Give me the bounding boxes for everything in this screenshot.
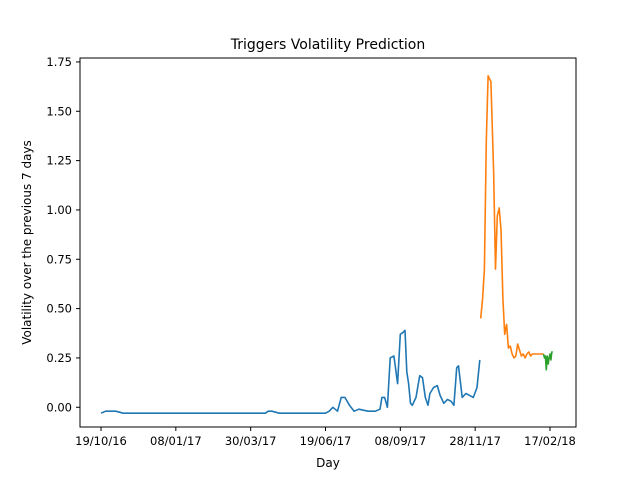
chart-title: Triggers Volatility Prediction bbox=[230, 37, 425, 53]
x-tick-label: 08/01/17 bbox=[150, 434, 202, 448]
y-tick-label: 0.00 bbox=[46, 400, 72, 414]
x-axis-label: Day bbox=[316, 456, 340, 470]
x-tick-label: 17/02/18 bbox=[524, 434, 576, 448]
blue-series-line bbox=[100, 329, 481, 415]
y-tick-label: 0.75 bbox=[46, 252, 72, 266]
x-tick-label: 28/11/17 bbox=[449, 434, 501, 448]
y-tick-label: 0.25 bbox=[46, 351, 72, 365]
y-axis-label: Volatility over the previous 7 days bbox=[20, 140, 34, 345]
x-tick-label: 19/10/16 bbox=[75, 434, 127, 448]
y-tick-label: 1.50 bbox=[46, 104, 72, 118]
y-tick-label: 0.50 bbox=[46, 302, 72, 316]
plot-area bbox=[80, 58, 576, 427]
x-tick-label: 19/06/17 bbox=[300, 434, 352, 448]
x-tick-label: 08/09/17 bbox=[375, 434, 427, 448]
y-tick-label: 1.75 bbox=[46, 55, 72, 69]
y-tick-label: 1.00 bbox=[46, 203, 72, 217]
y-tick-label: 1.25 bbox=[46, 154, 72, 168]
y-axis: 0.00 0.25 0.50 0.75 1.00 1.25 1.50 1.75 bbox=[46, 55, 80, 414]
green-series-line bbox=[542, 351, 553, 371]
x-tick-label: 30/03/17 bbox=[225, 434, 277, 448]
orange-series-line bbox=[479, 75, 544, 359]
x-axis: 19/10/16 08/01/17 30/03/17 19/06/17 08/09/17… bbox=[75, 427, 576, 448]
series-layer bbox=[100, 75, 553, 415]
axes-frame bbox=[79, 57, 577, 428]
